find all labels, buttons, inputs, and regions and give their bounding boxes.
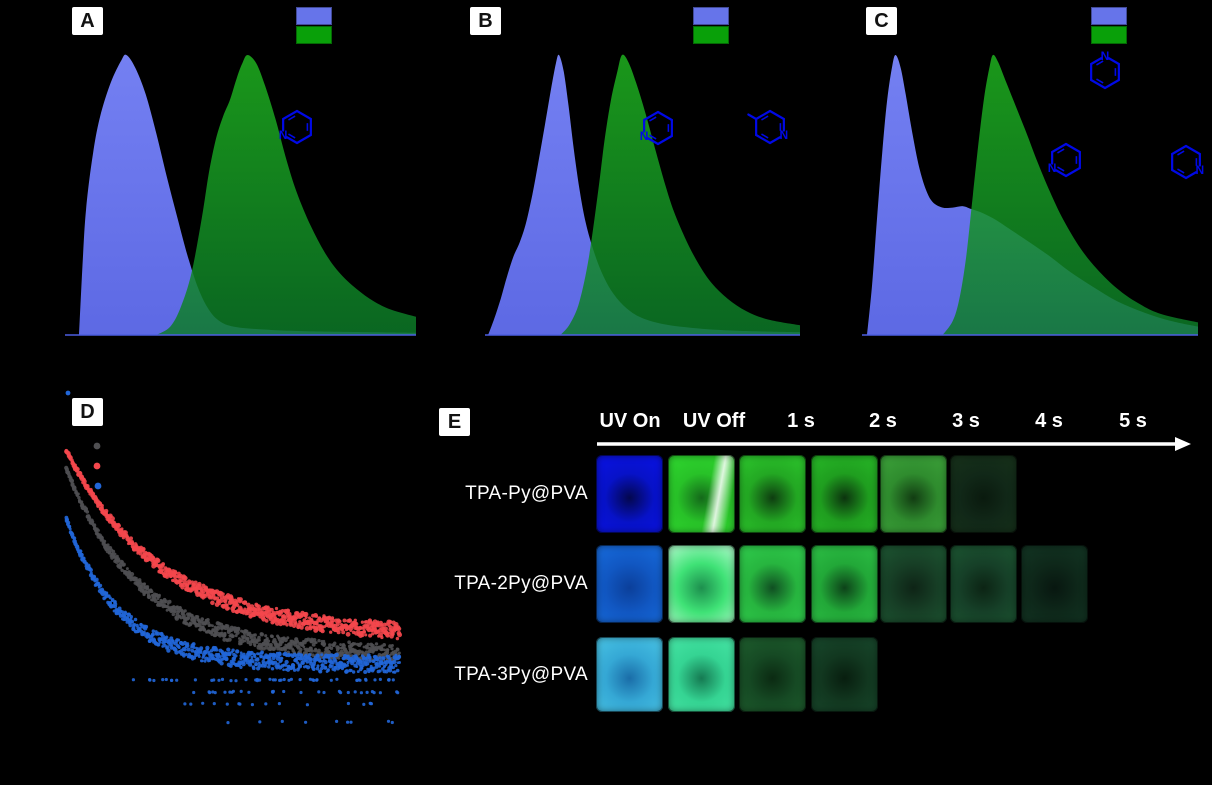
noise-floor-row bbox=[131, 677, 395, 683]
column-header-5: 4 s bbox=[1035, 410, 1063, 432]
panel-d-decay-scatter bbox=[64, 390, 403, 725]
film-photo-cell bbox=[811, 637, 878, 712]
pyridine-ring-icon: N bbox=[1048, 142, 1081, 178]
film-photo-cell bbox=[1021, 545, 1088, 623]
column-header-4: 3 s bbox=[952, 410, 980, 432]
legend-swatch-phosphorescence bbox=[1091, 26, 1127, 44]
film-photo-cell bbox=[950, 455, 1017, 533]
decay-legend-marker bbox=[93, 462, 101, 470]
film-photo-cell bbox=[880, 545, 947, 623]
phosphorescence-band bbox=[156, 55, 416, 335]
pyridine-ring-icon: N bbox=[1090, 49, 1120, 90]
column-header-6: 5 s bbox=[1119, 410, 1147, 432]
film-photo-cell bbox=[739, 637, 806, 712]
film-photo-cell bbox=[596, 637, 663, 712]
nitrogen-atom-label: N bbox=[1048, 161, 1057, 175]
panel-label-c: C bbox=[866, 7, 897, 35]
column-header-2: 1 s bbox=[787, 410, 815, 432]
uv-timeline-arrow bbox=[597, 437, 1191, 451]
phosphorescence-band bbox=[560, 54, 800, 336]
decay-legend-marker bbox=[94, 482, 102, 490]
legend-swatch-fluorescence bbox=[693, 7, 729, 25]
phosphorescence-band bbox=[942, 54, 1198, 335]
row-label-1: TPA-2Py@PVA bbox=[454, 573, 588, 594]
decay-gray-curve bbox=[64, 465, 401, 663]
decay-legend-marker bbox=[93, 442, 101, 450]
film-photo-cell bbox=[880, 455, 947, 533]
nitrogen-atom-label: N bbox=[640, 129, 649, 143]
film-photo-cell bbox=[950, 545, 1017, 623]
pyridine-ring-icon: N bbox=[747, 109, 789, 145]
noise-floor-row bbox=[226, 719, 394, 725]
film-photo-cell bbox=[668, 637, 735, 712]
pyridine-ring-icon: N bbox=[1171, 144, 1205, 180]
pyridine-ring-icon: N bbox=[640, 110, 673, 146]
panel-label-d: D bbox=[72, 398, 103, 426]
film-photo-cell bbox=[668, 545, 735, 623]
fluorescence-band bbox=[485, 54, 800, 335]
stray-data-dot bbox=[65, 390, 71, 396]
nitrogen-atom-label: N bbox=[780, 128, 789, 142]
decay-blue-curve bbox=[64, 515, 402, 675]
pyridine-ring-icon: N bbox=[279, 109, 312, 145]
column-header-3: 2 s bbox=[869, 410, 897, 432]
panel-c-spectra: N N N bbox=[862, 49, 1205, 336]
column-header-0: UV On bbox=[599, 410, 661, 432]
legend-swatch-phosphorescence bbox=[693, 26, 729, 44]
nitrogen-atom-label: N bbox=[1196, 163, 1205, 177]
panel-label-b: B bbox=[470, 7, 501, 35]
row-label-0: TPA-Py@PVA bbox=[465, 483, 588, 504]
fluorescence-band bbox=[862, 54, 1198, 335]
film-photo-cell bbox=[596, 545, 663, 623]
legend-swatch-fluorescence bbox=[1091, 7, 1127, 25]
film-photo-cell bbox=[596, 455, 663, 533]
noise-floor-row bbox=[183, 701, 373, 707]
film-photo-cell bbox=[668, 455, 735, 533]
nitrogen-atom-label: N bbox=[1101, 49, 1110, 63]
film-photo-cell bbox=[811, 455, 878, 533]
legend-swatch-phosphorescence bbox=[296, 26, 332, 44]
film-photo-cell bbox=[739, 455, 806, 533]
panel-label-a: A bbox=[72, 7, 103, 35]
noise-floor-row bbox=[192, 689, 400, 695]
film-photo-cell bbox=[739, 545, 806, 623]
legend-swatch-fluorescence bbox=[296, 7, 332, 25]
nitrogen-atom-label: N bbox=[279, 128, 288, 142]
film-photo-cell bbox=[811, 545, 878, 623]
decay-red-curve bbox=[64, 448, 403, 641]
fluorescence-band bbox=[65, 54, 416, 335]
row-label-2: TPA-3Py@PVA bbox=[454, 663, 588, 685]
column-header-1: UV Off bbox=[682, 410, 746, 432]
panel-label-e: E bbox=[439, 408, 470, 436]
panel-a-spectra: N bbox=[65, 54, 416, 336]
